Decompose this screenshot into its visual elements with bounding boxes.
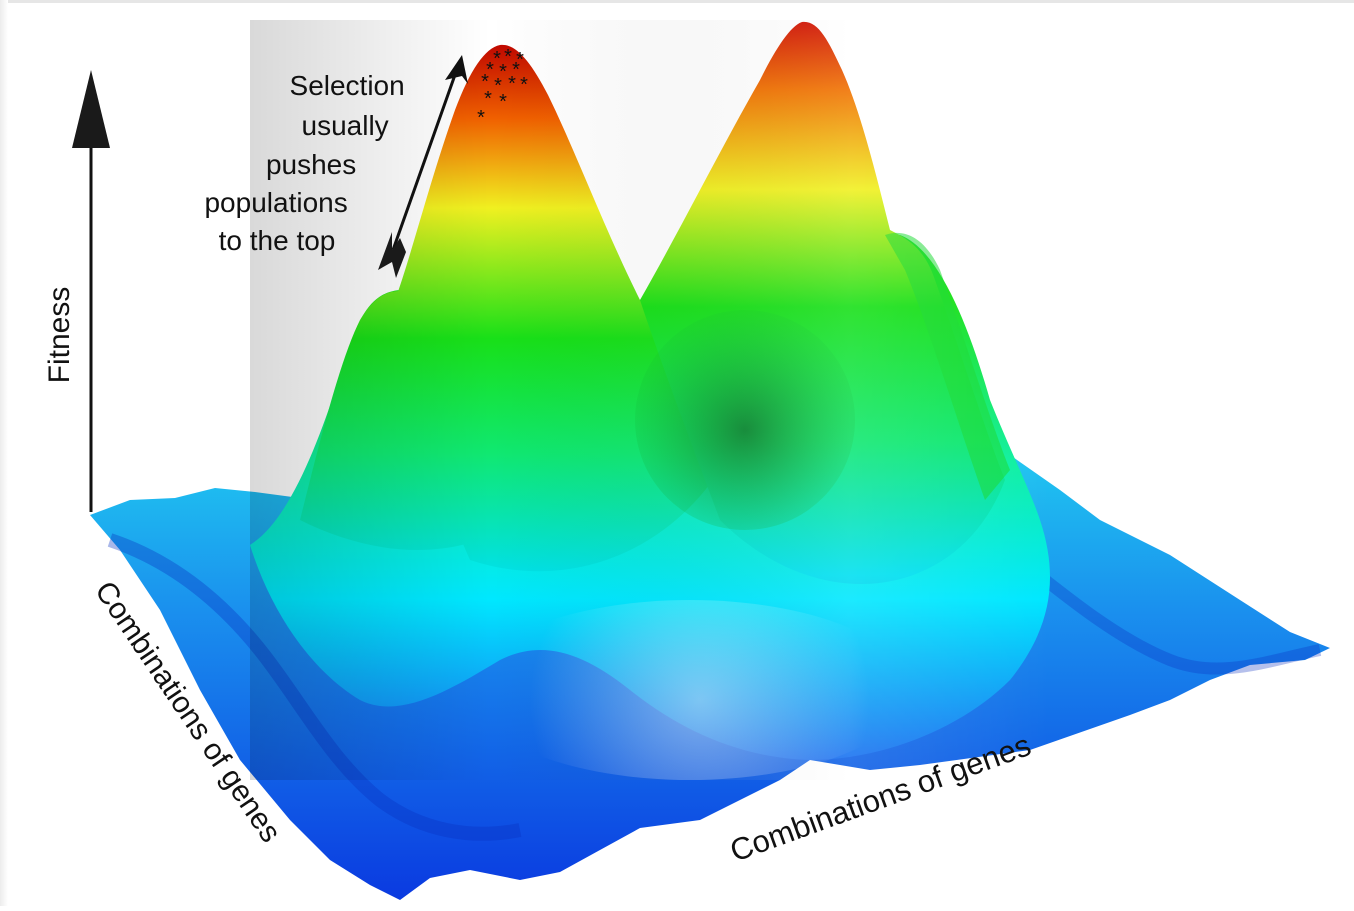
- fitness-axis-arrow: [72, 70, 110, 512]
- population-marker: *: [486, 59, 494, 81]
- top-border: [0, 0, 1354, 3]
- population-marker: *: [481, 71, 489, 93]
- left-border: [0, 0, 8, 906]
- base-ripple-2: [1016, 555, 1322, 675]
- population-marker: *: [494, 75, 502, 97]
- population-marker: *: [499, 61, 507, 83]
- population-marker: *: [520, 74, 528, 96]
- population-marker: *: [512, 59, 520, 81]
- fitness-label: Fitness: [43, 287, 76, 384]
- population-marker: *: [477, 107, 485, 129]
- population-markers: * * ** * ** * * ** **: [477, 46, 528, 129]
- population-marker: *: [484, 88, 492, 110]
- annotation-line-4: populations: [204, 187, 347, 218]
- selection-arrow: [378, 55, 468, 278]
- annotation-line-1: Selection: [290, 70, 405, 101]
- population-marker: *: [508, 73, 516, 95]
- population-marker: *: [493, 48, 501, 70]
- annotation-line-3: pushes: [266, 149, 356, 180]
- surface-shading: [250, 20, 1050, 780]
- selection-annotation: Selection usually pushes populations to …: [204, 70, 412, 256]
- population-marker: *: [504, 46, 512, 68]
- annotation-line-2: usually: [302, 110, 389, 141]
- annotation-line-5: to the top: [219, 225, 336, 256]
- population-marker: *: [499, 91, 507, 113]
- population-marker: *: [516, 49, 524, 71]
